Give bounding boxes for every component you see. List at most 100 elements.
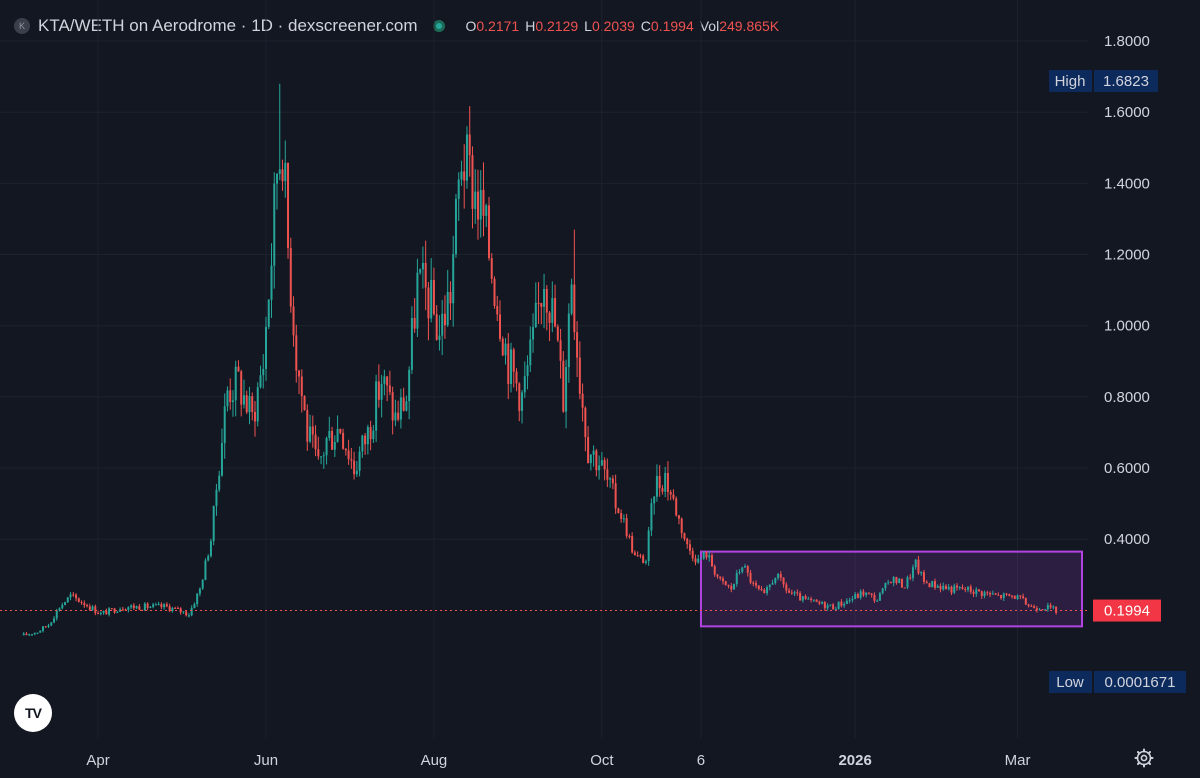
candle-body	[1000, 594, 1003, 599]
candle-body	[878, 593, 881, 601]
candle	[97, 610, 100, 615]
candle-body	[716, 574, 719, 577]
candle-body	[22, 633, 25, 636]
candle-body	[793, 592, 796, 594]
candle-body	[499, 314, 502, 339]
candle-body	[1052, 606, 1055, 608]
candle-body	[465, 134, 468, 181]
candle	[947, 583, 950, 591]
candle-body	[259, 375, 262, 388]
candle	[154, 602, 157, 606]
candle	[779, 571, 782, 582]
candle-body	[1016, 595, 1019, 599]
candle	[708, 551, 711, 562]
candle-body	[565, 367, 568, 412]
candle-body	[556, 326, 559, 341]
candle	[485, 203, 488, 228]
candle	[416, 258, 419, 337]
candle	[881, 587, 884, 595]
candle-body	[204, 560, 207, 581]
candle	[248, 386, 251, 425]
candle-body	[788, 590, 791, 593]
candle-body	[526, 365, 529, 377]
candle	[567, 303, 570, 383]
candle-body	[185, 611, 188, 616]
candle	[174, 606, 177, 609]
candle	[182, 611, 185, 614]
candle-body	[570, 284, 573, 314]
candle	[746, 564, 749, 577]
candle	[832, 603, 835, 610]
ohlc-value: 249.865K	[719, 18, 780, 34]
candle	[237, 360, 240, 372]
candle-body	[468, 134, 471, 156]
candle-body	[182, 611, 185, 613]
candle-body	[309, 426, 312, 442]
candle	[790, 589, 793, 595]
candle-body	[457, 179, 460, 199]
candle	[914, 558, 917, 570]
candle-body	[997, 594, 1000, 596]
candle	[799, 591, 802, 601]
candle-body	[141, 609, 144, 611]
candle-body	[584, 407, 587, 438]
candle	[911, 564, 914, 582]
candle	[697, 554, 700, 564]
candle	[556, 324, 559, 342]
candle-body	[892, 577, 895, 583]
candle	[223, 393, 226, 459]
candle-body	[964, 589, 967, 591]
candle	[1005, 592, 1008, 597]
candle-body	[562, 360, 565, 412]
candle-body	[529, 339, 532, 366]
candle	[642, 553, 645, 564]
candle	[589, 453, 592, 471]
gear-icon[interactable]	[1134, 748, 1154, 768]
candle-body	[320, 456, 323, 458]
x-tick-label: Jun	[254, 752, 278, 769]
candle-body	[83, 602, 86, 606]
candle-body	[248, 396, 251, 413]
candle	[209, 538, 212, 558]
tradingview-logo-icon[interactable]: TV	[14, 694, 52, 732]
candle	[823, 601, 826, 611]
candle	[298, 369, 301, 394]
candle	[149, 605, 152, 609]
candle-body	[135, 606, 138, 609]
candle	[515, 368, 518, 392]
candle-body	[419, 269, 422, 273]
candle	[658, 465, 661, 497]
candle	[30, 634, 33, 637]
candle	[80, 600, 83, 605]
candle	[730, 583, 733, 593]
candle	[622, 514, 625, 523]
candle	[562, 351, 565, 413]
candle-body	[956, 585, 959, 588]
candle-body	[779, 574, 782, 578]
candle-body	[810, 598, 813, 600]
candle	[906, 575, 909, 590]
candle	[526, 355, 529, 390]
candle	[884, 582, 887, 591]
candle	[36, 632, 39, 635]
candle-body	[314, 434, 317, 450]
candle	[289, 237, 292, 313]
candle	[628, 534, 631, 539]
low-marker-value-tag	[1094, 671, 1186, 693]
candle	[146, 602, 149, 611]
candle-body	[347, 450, 350, 460]
candle	[1002, 592, 1005, 602]
candle-body	[421, 262, 424, 270]
candle	[523, 361, 526, 398]
candle	[344, 448, 347, 456]
candle-body	[755, 583, 758, 586]
candle-body	[983, 592, 986, 597]
candle	[713, 564, 716, 577]
candle	[755, 580, 758, 589]
candle	[600, 451, 603, 467]
candle-body	[171, 607, 174, 611]
candle	[521, 389, 524, 424]
candle	[565, 359, 568, 429]
candle-body	[132, 605, 135, 609]
